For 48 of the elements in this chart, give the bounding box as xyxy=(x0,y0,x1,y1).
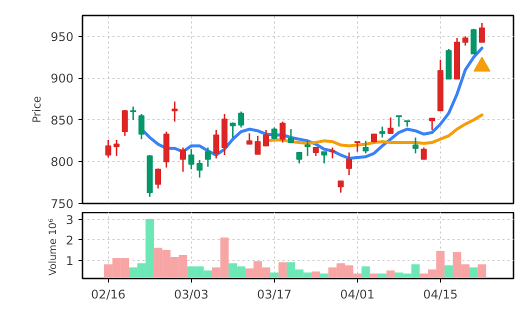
candlestick xyxy=(254,135,261,155)
candlestick xyxy=(114,139,120,157)
candlestick xyxy=(246,132,252,145)
candlestick xyxy=(138,113,144,140)
y-tick-label: 2 xyxy=(66,233,74,248)
candlestick xyxy=(362,140,369,154)
candlestick xyxy=(172,100,178,122)
candlestick xyxy=(420,146,427,160)
candlestick xyxy=(288,128,294,144)
candlestick xyxy=(379,126,386,138)
candlestick xyxy=(263,129,270,147)
y-tick-label: 950 xyxy=(50,30,74,44)
candlestick xyxy=(280,120,286,144)
y-tick-label: 900 xyxy=(50,72,74,86)
x-tick-label: 03/17 xyxy=(257,288,292,302)
y-tick-label: 750 xyxy=(50,197,74,211)
candlestick xyxy=(204,146,211,168)
candlestick xyxy=(346,152,352,176)
candlestick xyxy=(230,122,236,138)
candlestick xyxy=(122,109,128,137)
candlestick xyxy=(155,168,162,190)
x-tick-label: 04/01 xyxy=(340,288,375,302)
candlestick xyxy=(321,150,328,164)
y-tick-label: 850 xyxy=(50,113,74,128)
candlestick xyxy=(412,136,418,154)
candlestick xyxy=(329,146,336,160)
candlestick xyxy=(180,146,186,172)
candlestick xyxy=(296,152,302,164)
candlestick xyxy=(478,22,485,43)
y-tick-label: 800 xyxy=(50,155,74,170)
candlestick xyxy=(105,139,112,158)
candlestick xyxy=(338,180,344,194)
y-axis-title: Volume 10⁶ xyxy=(48,218,59,276)
y-tick-label: 1 xyxy=(66,254,74,268)
candlestick xyxy=(188,148,194,170)
candlestick xyxy=(429,118,436,131)
candlestick xyxy=(354,140,360,152)
x-tick-label: 04/15 xyxy=(423,288,458,302)
candlestick xyxy=(238,110,244,128)
x-tick-label: 02/16 xyxy=(90,288,126,302)
candlestick xyxy=(196,159,203,178)
candlestick xyxy=(213,129,220,160)
x-tick-label: 03/03 xyxy=(174,288,209,302)
y-axis-title: Price xyxy=(30,96,44,123)
candlestick xyxy=(388,116,394,134)
candlestick xyxy=(462,36,468,46)
candlestick xyxy=(304,140,311,157)
y-tick-label: 3 xyxy=(66,212,74,227)
